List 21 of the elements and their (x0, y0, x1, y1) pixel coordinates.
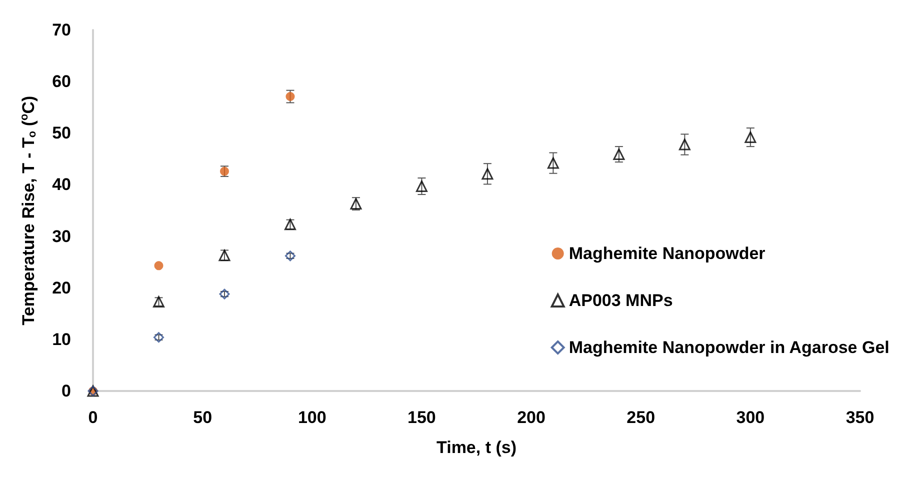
y-tick-label: 10 (52, 330, 71, 349)
x-tick-label: 350 (846, 408, 874, 427)
y-axis-title: Temperature Rise, T - To (oC) (18, 96, 38, 326)
x-tick-label: 300 (736, 408, 765, 427)
y-tick-label: 60 (52, 72, 71, 92)
x-tick-label: 250 (626, 408, 656, 427)
x-axis-title: Time, t (s) (436, 438, 516, 457)
y-tick-label: 30 (52, 226, 71, 246)
x-tick-label: 0 (88, 408, 98, 427)
x-tick-label: 200 (517, 408, 546, 427)
x-tick-label: 100 (298, 408, 326, 427)
y-tick-label: 70 (52, 20, 71, 40)
y-tick-label: 0 (62, 382, 71, 400)
x-tick-label: 150 (408, 408, 436, 427)
legend-label: Maghemite Nanopowder (568, 244, 766, 263)
y-tick-label: 20 (52, 278, 71, 298)
legend-label: AP003 MNPs (568, 291, 673, 310)
y-tick-label: 50 (52, 124, 71, 143)
legend-label: Maghemite Nanopowder in Agarose Gel (568, 338, 890, 357)
x-tick-label: 50 (193, 408, 212, 427)
y-tick-label: 40 (52, 175, 71, 194)
